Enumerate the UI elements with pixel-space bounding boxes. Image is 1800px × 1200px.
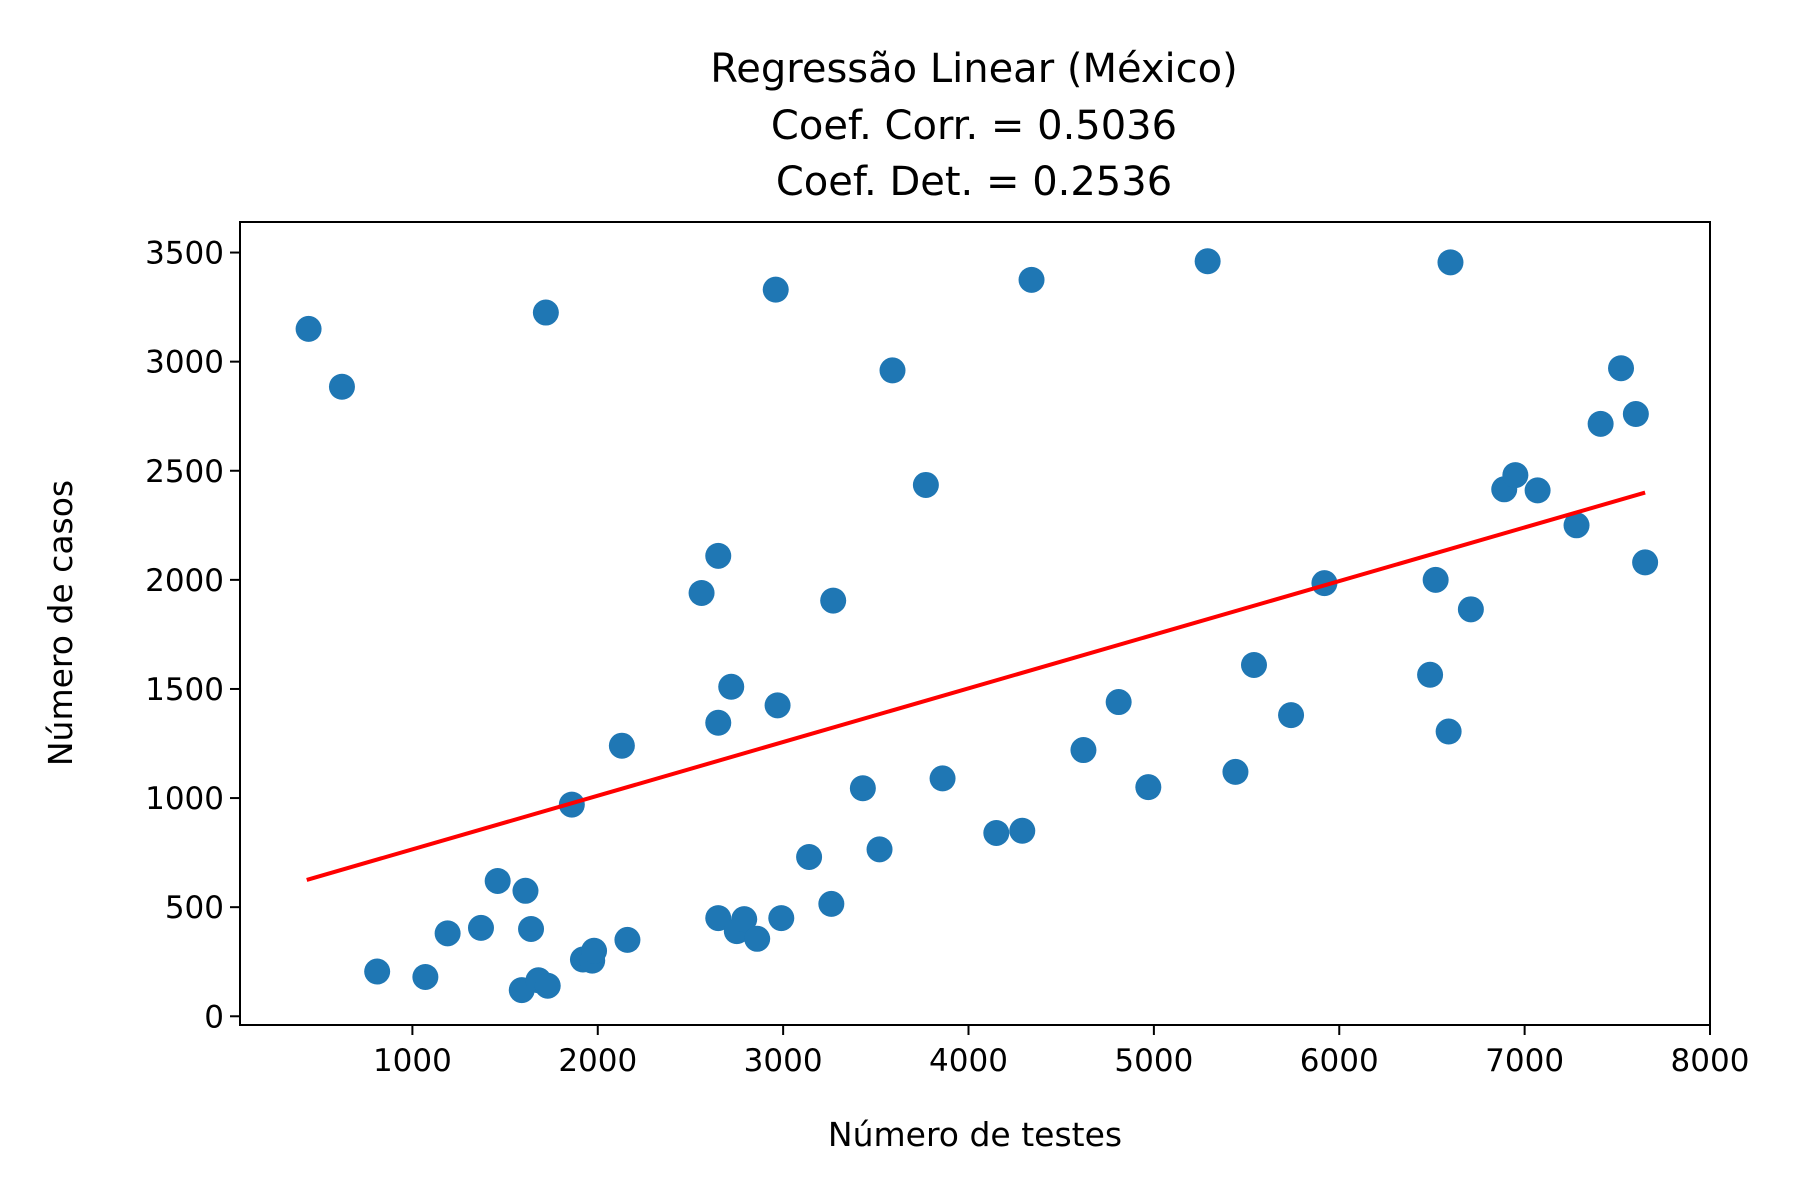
- data-point: [1278, 702, 1305, 729]
- x-axis-label: Número de testes: [828, 1115, 1122, 1154]
- y-tick-label: 3000: [145, 345, 224, 381]
- y-tick-label: 3500: [145, 236, 224, 272]
- data-point: [705, 905, 732, 932]
- data-point: [534, 972, 561, 999]
- data-point: [484, 867, 511, 894]
- data-point: [705, 709, 732, 736]
- data-point: [1311, 570, 1338, 597]
- y-axis: 0 500 1000 1500 2000 2500 3000 3500: [145, 236, 240, 1035]
- chart-title-line-3: Coef. Det. = 0.2536: [776, 159, 1172, 205]
- data-point: [866, 836, 893, 863]
- y-tick-label: 0: [204, 999, 224, 1035]
- data-point: [705, 542, 732, 569]
- data-point: [849, 775, 876, 802]
- x-tick-label: 5000: [1114, 1043, 1193, 1079]
- data-point: [412, 963, 439, 990]
- data-point: [364, 958, 391, 985]
- data-point: [879, 357, 906, 384]
- x-tick-label: 7000: [1485, 1043, 1564, 1079]
- data-point: [718, 673, 745, 700]
- data-point: [1457, 596, 1484, 623]
- data-point: [581, 937, 608, 964]
- data-point: [1018, 266, 1045, 293]
- data-point: [1070, 737, 1097, 764]
- data-point: [983, 819, 1010, 846]
- data-point: [731, 906, 758, 933]
- data-point: [518, 915, 545, 942]
- data-point: [328, 373, 355, 400]
- x-tick-label: 1000: [373, 1043, 452, 1079]
- data-point: [1009, 817, 1036, 844]
- data-point: [929, 765, 956, 792]
- x-tick-label: 2000: [558, 1043, 637, 1079]
- data-point: [688, 579, 715, 606]
- data-point: [608, 732, 635, 759]
- data-point: [1135, 774, 1162, 801]
- data-point: [1105, 689, 1132, 716]
- plot-area: [295, 248, 1659, 1004]
- data-point: [295, 315, 322, 342]
- data-point: [512, 877, 539, 904]
- regression-line: [306, 490, 1646, 882]
- plot-frame: [239, 221, 1711, 1026]
- data-point: [1608, 355, 1635, 382]
- y-tick-label: 500: [165, 890, 224, 926]
- data-point: [1437, 249, 1464, 276]
- data-point: [1222, 758, 1249, 785]
- data-point: [1194, 248, 1221, 275]
- data-point: [614, 926, 641, 953]
- data-point: [762, 276, 789, 303]
- data-point: [1622, 401, 1649, 428]
- data-point: [1587, 410, 1614, 437]
- data-point: [912, 471, 939, 498]
- data-point: [764, 692, 791, 719]
- y-tick-label: 2000: [145, 563, 224, 599]
- chart-title-line-2: Coef. Corr. = 0.5036: [771, 103, 1177, 149]
- x-axis: 1000 2000 3000 4000 5000 6000 7000 8000: [373, 1025, 1750, 1079]
- data-point: [820, 587, 847, 614]
- data-point: [434, 920, 461, 947]
- data-point: [1524, 477, 1551, 504]
- data-point: [1563, 512, 1590, 539]
- data-point: [818, 890, 845, 917]
- data-point: [796, 843, 823, 870]
- data-point: [1632, 549, 1659, 576]
- x-tick-label: 4000: [929, 1043, 1008, 1079]
- data-point: [1502, 462, 1529, 489]
- data-point: [1435, 718, 1462, 745]
- data-point: [1417, 661, 1444, 688]
- data-point: [768, 905, 795, 932]
- data-point: [744, 925, 771, 952]
- y-tick-label: 2500: [145, 454, 224, 490]
- data-point: [1240, 651, 1267, 678]
- x-tick-label: 8000: [1671, 1043, 1750, 1079]
- x-tick-label: 3000: [744, 1043, 823, 1079]
- y-tick-label: 1000: [145, 781, 224, 817]
- chart-title-line-1: Regressão Linear (México): [710, 46, 1237, 92]
- y-axis-label: Número de casos: [41, 480, 80, 766]
- data-point: [532, 299, 559, 326]
- data-point: [1422, 566, 1449, 593]
- x-tick-label: 6000: [1300, 1043, 1379, 1079]
- data-point: [467, 914, 494, 941]
- y-tick-label: 1500: [145, 672, 224, 708]
